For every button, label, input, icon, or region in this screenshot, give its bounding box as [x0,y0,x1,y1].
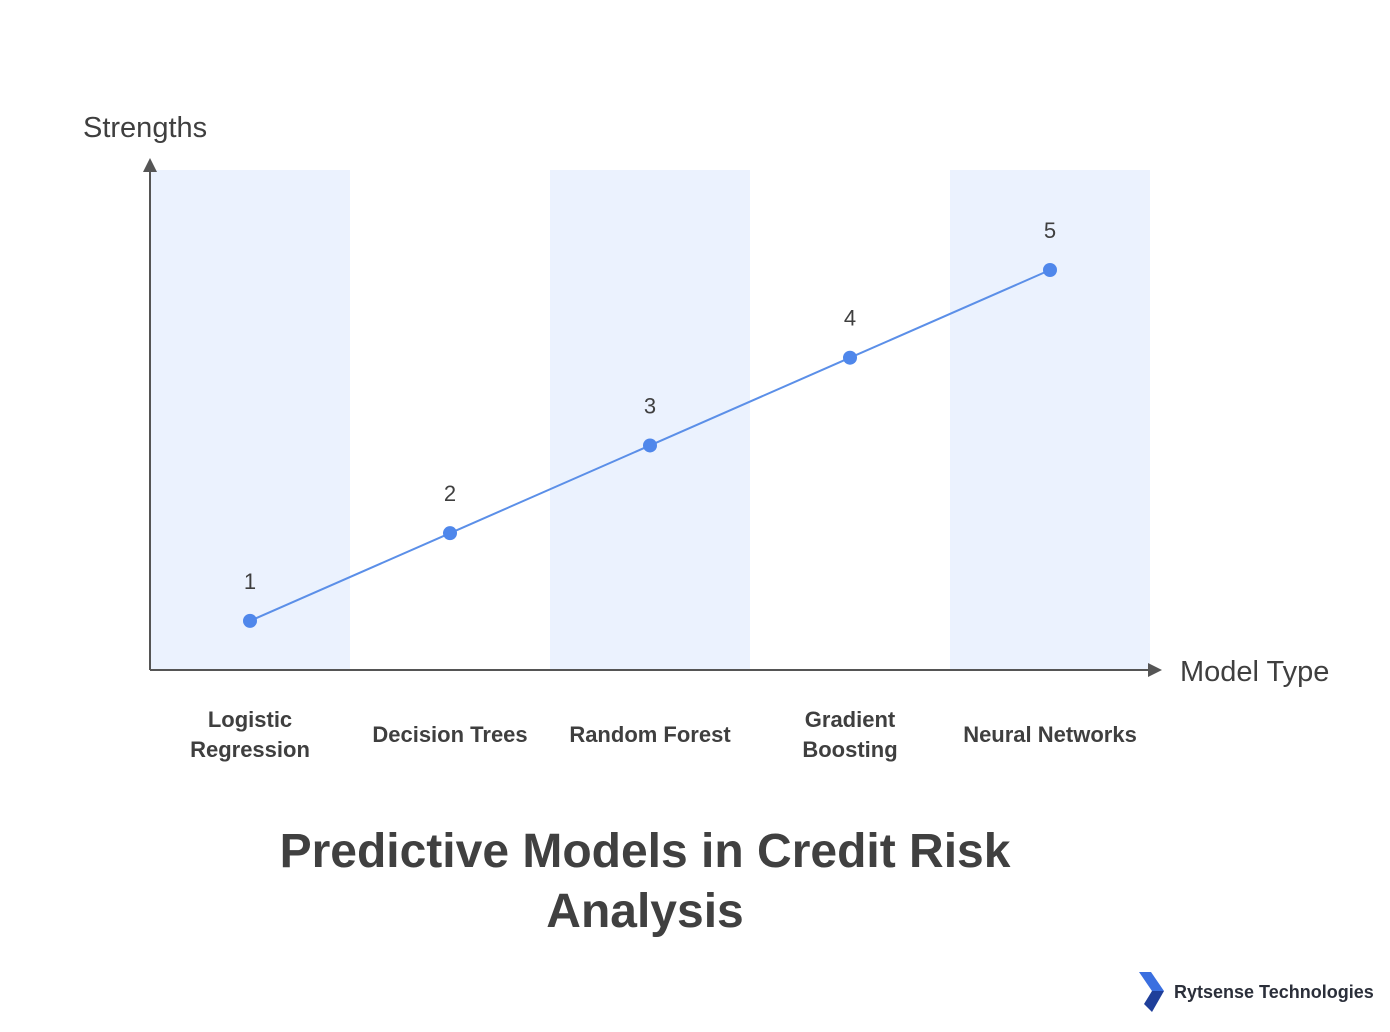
data-point-logistic-regression [243,613,257,628]
category-bands [150,170,1150,670]
brand-footer: Rytsense Technologies [1136,970,1374,1014]
x-tick-label-neural-networks: Neural Networks [963,722,1137,747]
x-axis-arrow-icon [1148,663,1162,677]
x-tick-label-gradient-boosting: Gradient Boosting [802,707,897,762]
x-axis-title: Model Type [1180,656,1329,688]
x-tick-label-random-forest: Random Forest [569,722,731,747]
data-point-gradient-boosting [843,350,857,365]
data-label-logistic-regression: 1 [244,569,256,594]
data-label-random-forest: 3 [644,393,656,418]
logo-lower-stroke [1144,991,1164,1012]
band-random-forest [550,170,750,670]
data-label-gradient-boosting: 4 [844,306,856,331]
x-tick-label-decision-trees: Decision Trees [372,722,527,747]
series-strengths: 1 2 3 4 5 [243,218,1057,628]
data-label-neural-networks: 5 [1044,218,1056,243]
logo-upper-stroke [1139,972,1164,991]
data-point-random-forest [643,438,657,453]
axes [143,158,1162,677]
line-chart: Strengths Model Type 1 2 3 4 5 Logistic Regre… [83,112,1329,762]
chart-title: Predictive Models in Credit Risk Analysi… [279,825,1011,938]
x-tick-label-logistic-regression: Logistic Regression [190,707,310,762]
data-label-decision-trees: 2 [444,481,456,506]
x-tick-labels: Logistic Regression Decision Trees Random F… [190,707,1137,762]
band-logistic-regression [150,170,350,670]
rytsense-chevron-logo-icon [1139,972,1164,1012]
data-point-decision-trees [443,526,457,541]
band-neural-networks [950,170,1150,670]
brand-name: Rytsense Technologies [1174,981,1374,1002]
data-point-neural-networks [1043,263,1057,277]
y-axis-title: Strengths [83,112,207,144]
y-axis-arrow-icon [143,158,157,172]
